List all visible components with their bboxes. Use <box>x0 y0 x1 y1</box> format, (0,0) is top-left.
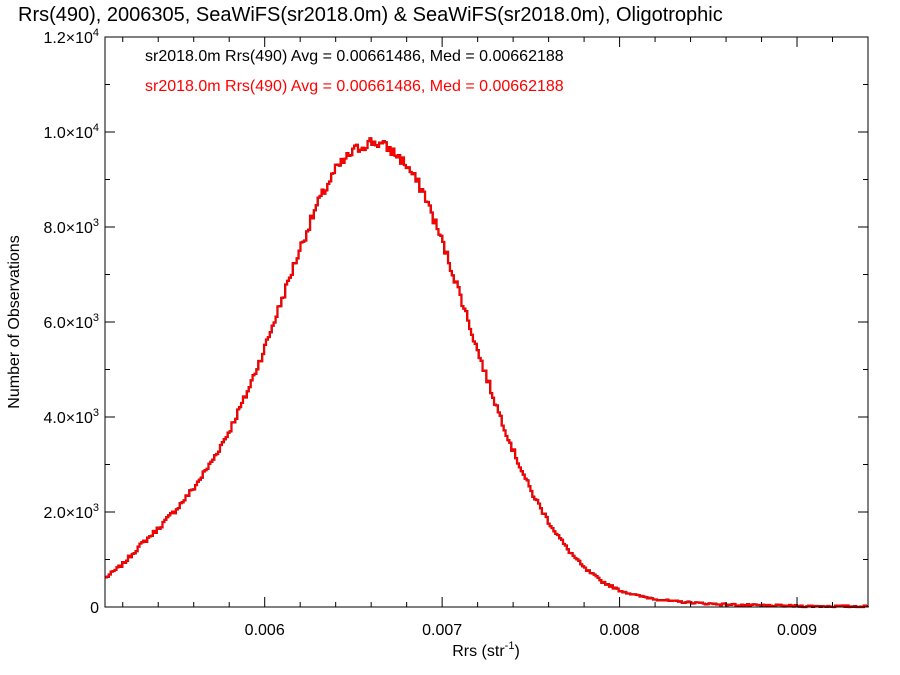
y-axis-label: Number of Observations <box>6 235 23 408</box>
x-tick-label: 0.008 <box>600 622 640 639</box>
y-tick-label: 2.0×103 <box>43 502 99 522</box>
x-tick-label: 0.006 <box>245 622 285 639</box>
legend-entry-black: sr2018.0m Rrs(490) Avg = 0.00661486, Med… <box>145 48 564 65</box>
x-tick-label: 0.007 <box>422 622 462 639</box>
histogram-series-red <box>105 137 869 608</box>
chart-title: Rrs(490), 2006305, SeaWiFS(sr2018.0m) & … <box>18 4 723 26</box>
y-tick-label: 1.0×104 <box>43 122 99 142</box>
y-tick-label: 4.0×103 <box>43 407 99 427</box>
y-tick-label: 0 <box>90 600 99 617</box>
x-tick-label: 0.009 <box>777 622 817 639</box>
y-tick-label: 6.0×103 <box>43 312 99 332</box>
x-axis-label: Rrs (str-1) <box>452 640 520 660</box>
plot-frame <box>104 36 869 608</box>
legend-entry-red: sr2018.0m Rrs(490) Avg = 0.00661486, Med… <box>145 78 564 95</box>
y-tick-label: 1.2×104 <box>43 27 99 47</box>
y-tick-label: 8.0×103 <box>43 217 99 237</box>
